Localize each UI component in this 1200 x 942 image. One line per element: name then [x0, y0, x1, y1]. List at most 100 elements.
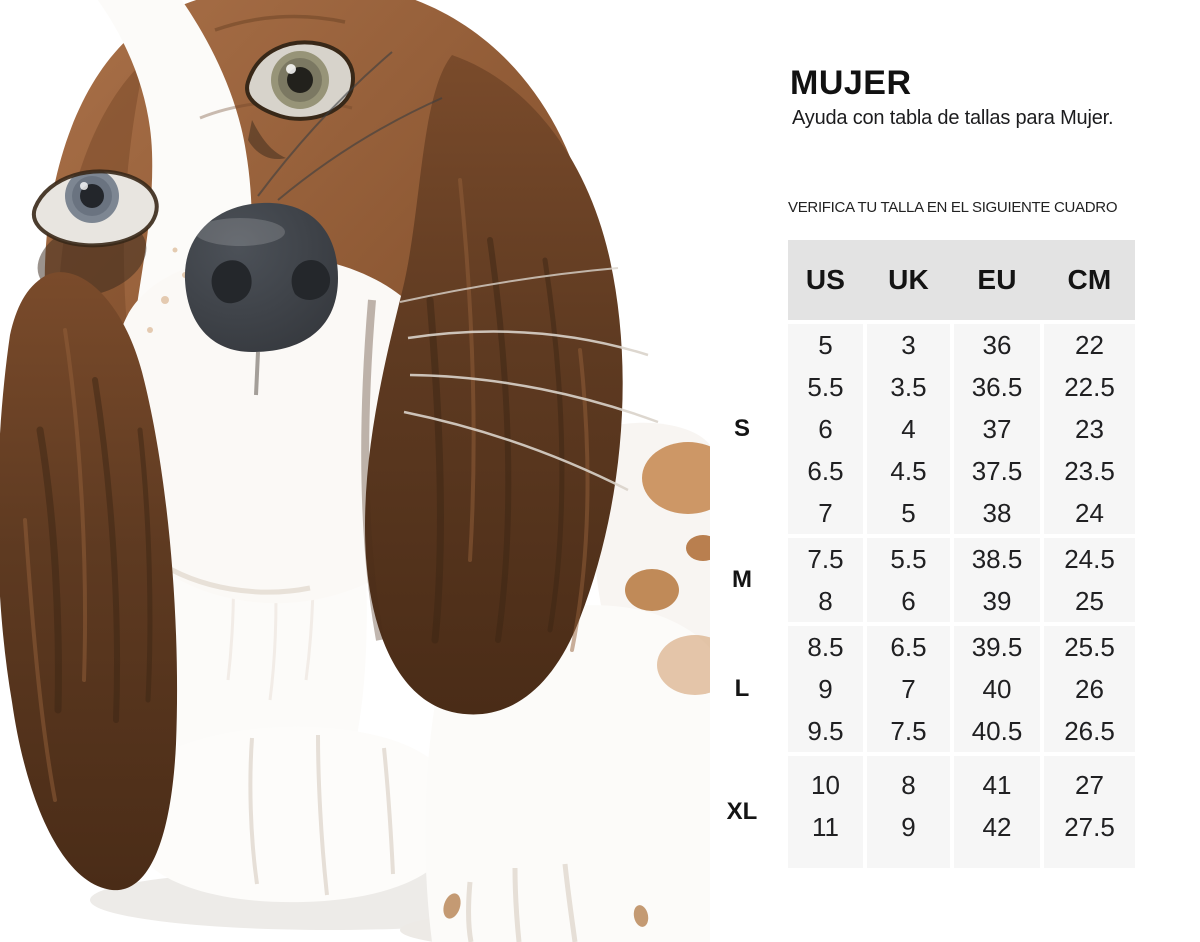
size-cell-us: 10 [811, 770, 840, 800]
size-column-us: 7.5 8 [788, 538, 863, 622]
size-column-uk: 3 3.5 4 4.5 5 [867, 324, 950, 534]
size-group-grid: 5 5.5 6 6.5 7 3 3.5 4 4.5 5 36 36.5 37 37.5 38 22 22.5 23… [788, 324, 1135, 534]
size-group-m: M 7.5 8 5.5 6 38.5 39 24.5 25 [700, 538, 1135, 622]
size-cell-uk: 6 [901, 586, 916, 616]
size-column-cm: 27 27.5 [1044, 756, 1135, 868]
size-cell-us: 8.5 [807, 632, 844, 662]
dog-paw-front [127, 726, 460, 903]
size-group-grid: 7.5 8 5.5 6 38.5 39 24.5 25 [788, 538, 1135, 622]
dog-body [591, 422, 710, 662]
size-cell-eu: 39 [982, 586, 1012, 616]
size-cell-cm: 22.5 [1064, 372, 1115, 402]
dog-ear-left [0, 272, 178, 891]
size-cell-eu: 40.5 [971, 716, 1023, 746]
size-cell-cm: 22 [1075, 330, 1104, 360]
size-group-label: S [733, 415, 750, 442]
size-column-eu: 36 36.5 37 37.5 38 [954, 324, 1040, 534]
page-title: MUJER [790, 64, 912, 102]
size-table-header-row: US UK EU CM [700, 240, 1135, 320]
dog-eye-left [31, 169, 159, 248]
size-cell-eu: 38 [982, 498, 1012, 528]
size-cell-cm: 23.5 [1064, 456, 1115, 486]
size-group-l: L 8.5 9 9.5 6.5 7 7.5 39.5 40 40.5 25.5 26 26.5 [700, 626, 1135, 752]
column-header-uk: UK [888, 264, 929, 295]
size-column-us: 8.5 9 9.5 [788, 626, 863, 752]
size-table: US UK EU CM S 5 5.5 6 6.5 7 3 3.5 4 4.5 5 36 36.5 37 37.5… [700, 240, 1135, 868]
size-group-s: S 5 5.5 6 6.5 7 3 3.5 4 4.5 5 36 36.5 37 37.5 38 22 22.5 2… [700, 324, 1135, 534]
size-column-uk: 5.5 6 [867, 538, 950, 622]
size-check-note: VERIFICA TU TALLA EN EL SIGUIENTE CUADRO [788, 199, 1118, 216]
size-cell-us: 9.5 [807, 716, 844, 746]
dog-eye-right [245, 40, 355, 121]
size-cell-eu: 36 [982, 330, 1012, 360]
size-cell-eu: 38.5 [971, 544, 1023, 574]
size-group-label: L [734, 675, 750, 702]
size-cell-uk: 5.5 [890, 544, 927, 574]
size-cell-us: 11 [812, 812, 839, 842]
dog-illustration [0, 0, 710, 942]
size-column-eu: 41 42 [954, 756, 1040, 868]
size-cell-us: 6 [818, 414, 833, 444]
size-cell-eu: 40 [982, 674, 1012, 704]
label-column-spacer [700, 240, 784, 320]
size-cell-us: 7.5 [807, 544, 844, 574]
size-cell-us: 9 [818, 674, 833, 704]
size-cell-uk: 4.5 [890, 456, 927, 486]
size-cell-eu: 39.5 [971, 632, 1023, 662]
size-cell-cm: 24 [1075, 498, 1104, 528]
size-cell-cm: 26 [1075, 674, 1104, 704]
size-group-xl: XL 10 11 8 9 41 42 27 27.5 [700, 756, 1135, 868]
size-cell-us: 8 [818, 586, 833, 616]
dog-ear-right [361, 55, 623, 715]
size-cell-uk: 7.5 [890, 716, 927, 746]
size-group-label: XL [726, 798, 758, 825]
size-cell-cm: 26.5 [1064, 716, 1115, 746]
dog-nose [184, 202, 338, 396]
size-cell-uk: 8 [901, 770, 916, 800]
size-cell-eu: 42 [982, 812, 1012, 842]
size-column-eu: 39.5 40 40.5 [954, 626, 1040, 752]
size-cell-us: 6.5 [807, 456, 844, 486]
size-cell-cm: 27 [1075, 770, 1104, 800]
size-group-label: M [732, 566, 752, 593]
size-column-uk: 6.5 7 7.5 [867, 626, 950, 752]
size-cell-us: 7 [818, 498, 833, 528]
size-table-body: S 5 5.5 6 6.5 7 3 3.5 4 4.5 5 36 36.5 37 37.5 38 22 22.5 2… [700, 324, 1135, 868]
size-group-grid: 10 11 8 9 41 42 27 27.5 [788, 756, 1135, 868]
size-cell-cm: 25.5 [1064, 632, 1115, 662]
dog-photo [0, 0, 710, 942]
size-cell-cm: 25 [1075, 586, 1104, 616]
size-column-eu: 38.5 39 [954, 538, 1040, 622]
size-column-cm: 22 22.5 23 23.5 24 [1044, 324, 1135, 534]
size-cell-us: 5 [818, 330, 833, 360]
size-cell-uk: 9 [901, 812, 916, 842]
size-column-us: 5 5.5 6 6.5 7 [788, 324, 863, 534]
size-cell-uk: 5 [901, 498, 916, 528]
size-cell-cm: 23 [1075, 414, 1104, 444]
size-column-us: 10 11 [788, 756, 863, 868]
size-cell-uk: 4 [901, 414, 916, 444]
size-cell-uk: 6.5 [890, 632, 927, 662]
column-header-cm: CM [1067, 264, 1112, 295]
size-cell-eu: 37.5 [971, 456, 1023, 486]
size-cell-uk: 3 [901, 330, 916, 360]
size-group-grid: 8.5 9 9.5 6.5 7 7.5 39.5 40 40.5 25.5 26 26.5 [788, 626, 1135, 752]
column-header-us: US [805, 264, 846, 295]
size-cell-eu: 36.5 [971, 372, 1023, 402]
size-cell-uk: 7 [901, 674, 916, 704]
dog-whiskers [257, 51, 659, 492]
size-cell-eu: 41 [982, 770, 1012, 800]
page-subtitle: Ayuda con tabla de tallas para Mujer. [792, 107, 1114, 129]
size-column-cm: 24.5 25 [1044, 538, 1135, 622]
size-cell-cm: 27.5 [1064, 812, 1115, 842]
column-header-eu: EU [977, 264, 1017, 295]
size-cell-cm: 24.5 [1064, 544, 1115, 574]
size-cell-uk: 3.5 [890, 372, 927, 402]
size-table-header: US UK EU CM [788, 240, 1135, 320]
size-cell-us: 5.5 [807, 372, 844, 402]
size-column-cm: 25.5 26 26.5 [1044, 626, 1135, 752]
size-cell-eu: 37 [982, 414, 1012, 444]
dog-nostril-left [211, 260, 252, 304]
